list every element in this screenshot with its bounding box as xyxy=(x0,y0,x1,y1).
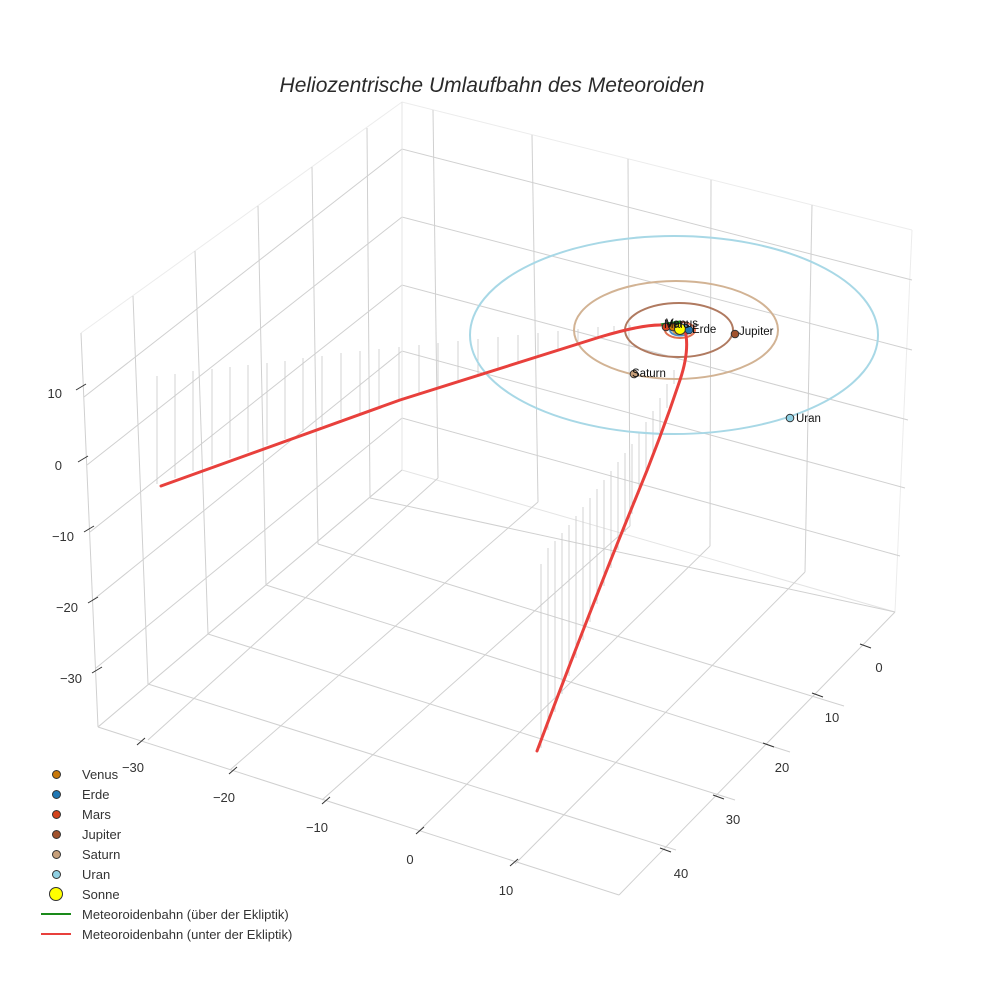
legend-label: Saturn xyxy=(82,846,121,862)
meteoroid-trajectory xyxy=(159,320,689,753)
orbit-saturn xyxy=(573,280,779,380)
y-tick-label: 40 xyxy=(674,866,688,881)
legend-item-trajectory-above[interactable]: Meteoroidenbahn (über der Ekliptik) xyxy=(36,904,292,924)
legend-label: Mars xyxy=(82,806,111,822)
y-tick-label: 30 xyxy=(726,812,740,827)
x-axis-tick-labels: −30 −20 −10 0 10 xyxy=(122,760,513,898)
legend-item-venus[interactable]: Venus xyxy=(36,764,292,784)
label-jupiter: Jupiter xyxy=(739,326,774,338)
label-saturn: Saturn xyxy=(632,368,666,380)
planet-labels: Venus Mars Erde Jupiter Saturn Uran xyxy=(632,318,821,425)
y-axis-tick-labels: 0 10 20 30 40 xyxy=(674,660,883,881)
legend-label: Sonne xyxy=(82,886,120,902)
y-tick-label: 20 xyxy=(775,760,789,775)
z-tick-label: 10 xyxy=(48,386,62,401)
x-tick-label: −20 xyxy=(213,790,235,805)
legend-label: Meteoroidenbahn (unter der Ekliptik) xyxy=(82,926,293,942)
z-tick-label: −10 xyxy=(52,529,74,544)
legend-marker-icon xyxy=(51,769,61,779)
trajectory-below-ecliptic-right xyxy=(535,328,689,753)
x-tick-label: −10 xyxy=(306,820,328,835)
legend-label: Erde xyxy=(82,786,110,802)
z-tick-label: −30 xyxy=(60,671,82,686)
legend-item-trajectory-below[interactable]: Meteoroidenbahn (unter der Ekliptik) xyxy=(36,924,292,944)
legend-item-saturn[interactable]: Saturn xyxy=(36,844,292,864)
legend-marker-icon xyxy=(51,809,61,819)
legend-marker-icon xyxy=(51,829,61,839)
y-tick-label: 0 xyxy=(875,660,882,675)
legend-item-erde[interactable]: Erde xyxy=(36,784,292,804)
drop-lines-left xyxy=(156,325,631,484)
planet-orbits xyxy=(469,235,879,435)
trajectory-below-ecliptic-left xyxy=(159,323,662,488)
legend-marker-icon xyxy=(51,789,61,799)
z-tick-label: 0 xyxy=(55,458,62,473)
planet-saturn-marker[interactable] xyxy=(629,369,639,379)
drop-lines-right xyxy=(540,370,675,748)
z-axis-tick-labels: 10 0 −10 −20 −30 xyxy=(48,386,82,686)
legend-marker-icon xyxy=(49,887,63,901)
z-tick-label: −20 xyxy=(56,600,78,615)
legend-marker-icon xyxy=(51,869,61,879)
legend-item-uran[interactable]: Uran xyxy=(36,864,292,884)
legend-line-icon xyxy=(41,933,71,935)
legend-marker-icon xyxy=(51,849,61,859)
axis-ticks xyxy=(75,383,872,867)
planets xyxy=(629,322,795,423)
planet-uran-marker[interactable] xyxy=(785,413,795,423)
grid-lines xyxy=(80,101,913,896)
label-mars: Mars xyxy=(664,319,690,331)
legend-label: Jupiter xyxy=(82,826,122,842)
legend-item-jupiter[interactable]: Jupiter xyxy=(36,824,292,844)
planet-jupiter-marker[interactable] xyxy=(730,329,740,339)
label-venus: Venus xyxy=(666,318,698,330)
planet-erde-marker[interactable] xyxy=(684,325,694,335)
chart-title: Heliozentrische Umlaufbahn des Meteoroid… xyxy=(279,74,705,97)
x-tick-label: −30 xyxy=(122,760,144,775)
label-uran: Uran xyxy=(796,413,821,425)
legend-label: Meteoroidenbahn (über der Ekliptik) xyxy=(82,906,289,922)
y-tick-label: 10 xyxy=(825,710,839,725)
x-tick-label: 10 xyxy=(499,883,513,898)
legend-item-sonne[interactable]: Sonne xyxy=(36,884,292,904)
orbit-uran xyxy=(469,235,879,435)
legend-line-icon xyxy=(41,913,71,915)
legend-label: Venus xyxy=(82,766,119,782)
legend: Venus Erde Mars Jupiter Saturn Uran Sonn… xyxy=(36,764,292,944)
legend-item-mars[interactable]: Mars xyxy=(36,804,292,824)
legend-label: Uran xyxy=(82,866,111,882)
label-erde: Erde xyxy=(692,324,716,336)
x-tick-label: 0 xyxy=(406,852,413,867)
